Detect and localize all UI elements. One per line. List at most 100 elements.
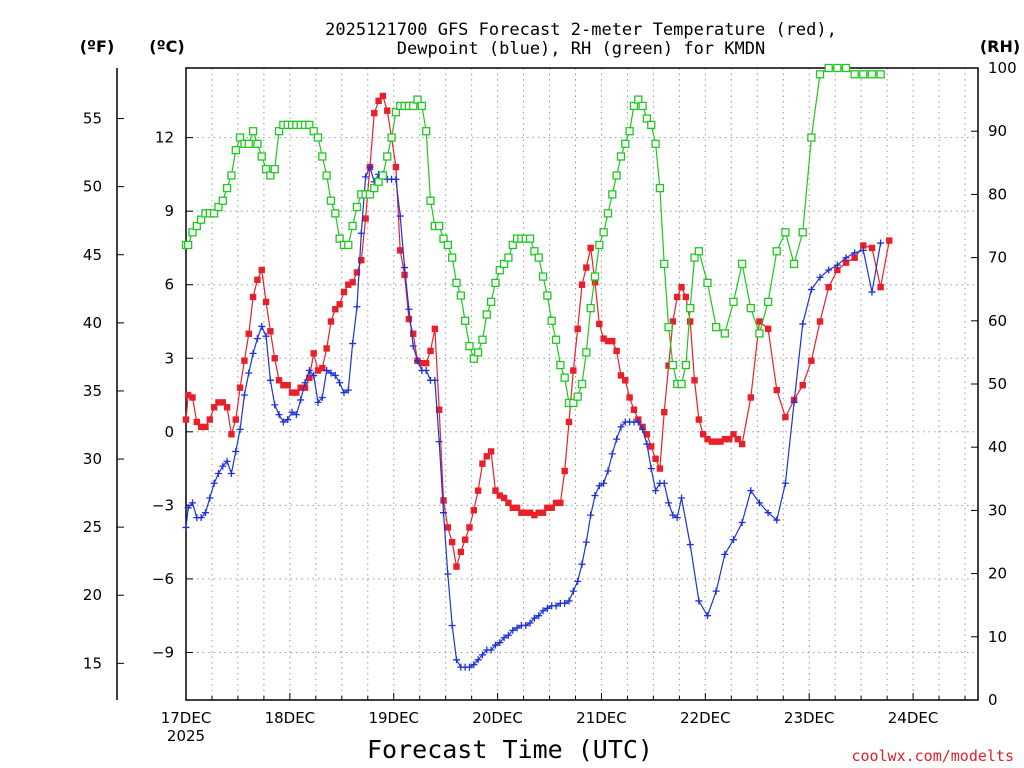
temperature-point [565,418,573,426]
temperature-point [756,318,763,325]
dewpoint-point [729,536,737,544]
rh-tick-label: 100 [988,59,1017,77]
rh-point [244,139,253,148]
dewpoint-point [470,661,478,669]
celsius-tick-label: 3 [164,349,174,367]
rh-point [456,291,465,300]
rh-point [305,120,314,130]
dewpoint-point [197,514,205,522]
dewpoint-point [188,499,196,507]
dewpoint-point [877,239,885,247]
dewpoint-point [297,396,305,404]
rh-point [634,95,643,104]
rh-point [322,171,331,180]
temperature-point [513,504,521,512]
dewpoint-point [595,482,603,490]
temperature-point [721,435,729,443]
dewpoint-point [223,457,231,465]
temperature-point [236,384,244,391]
dewpoint-point [253,335,261,343]
rh-point [422,127,431,136]
dewpoint-point [660,479,668,487]
rh-point [326,196,336,205]
rh-point [413,95,422,104]
rh-point [448,253,457,262]
dewpoint-point [842,254,850,262]
temperature-point [293,389,300,396]
rh-point [499,259,509,269]
rh-point [647,120,656,130]
celsius-tick-label: 12 [155,129,174,147]
temperature-point [375,97,382,105]
dewpoint-point [284,416,292,424]
rh-point [270,164,279,174]
rh-point [625,127,634,136]
temperature-point [254,276,261,284]
temperature-point [570,367,577,374]
dewpoint-point [478,651,486,659]
dewpoint-point [526,619,534,627]
temperature-point [258,266,265,274]
dewpoint-point [647,465,655,473]
temperature-point [487,448,495,455]
dewpoint-point [474,656,482,664]
dewpoint-point [491,641,499,649]
temperature-point [678,283,685,291]
dewpoint-point [275,411,283,419]
rh-point [435,221,444,231]
temperature-point [509,504,516,512]
dewpoint-point [639,425,647,433]
dewpoint-point [509,626,517,634]
dewpoint-point [764,509,772,517]
series-layer [181,63,893,671]
temperature-point [868,244,876,252]
temperature-point [808,357,815,364]
dewpoint-point [738,519,746,527]
dewpoint-point [574,577,582,585]
rh-point [677,379,686,389]
temperature-point [526,509,534,516]
rh-point [772,247,781,256]
x-tick-label: 17DEC [161,709,212,727]
rh-series [181,63,885,408]
rh-point [222,183,232,193]
dewpoint-point [232,447,240,455]
temperature-point [816,318,824,325]
rh-point [227,171,236,180]
dewpoint-point [331,371,339,379]
temperature-point [241,357,248,364]
dewpoint-point [522,621,530,629]
temperature-point [613,347,620,355]
rh-point [807,133,816,142]
rh-point [876,70,885,79]
rh-point [504,253,513,262]
temperature-point [401,271,408,279]
x-axis-title: Forecast Time (UTC) [367,735,653,764]
temperature-point [431,325,439,333]
temperature-point [422,359,430,367]
dewpoint-point [249,349,257,357]
site-credit: coolwx.com/modelts [851,747,1014,765]
dewpoint-point [262,332,270,340]
rh-point [720,329,729,338]
rh-point [551,335,561,344]
rh-point [374,177,383,186]
temperature-point [384,107,391,114]
dewpoint-point [565,597,573,605]
dewpoint-point [227,469,235,477]
celsius-tick-label: −9 [152,643,174,661]
rh-point [651,139,660,148]
dewpoint-point [755,499,763,507]
rh-point [703,278,712,288]
dewpoint-point [405,305,413,313]
rh-point [543,291,552,300]
temperature-point [773,386,780,394]
dewpoint-point [790,398,798,406]
rh-point [712,322,721,332]
temperature-point [189,394,196,401]
dewpoint-point [465,663,473,671]
rh-tick-label: 80 [988,185,1007,203]
rh-point [508,240,517,250]
rh-point [763,297,773,306]
temperature-point [306,374,313,382]
